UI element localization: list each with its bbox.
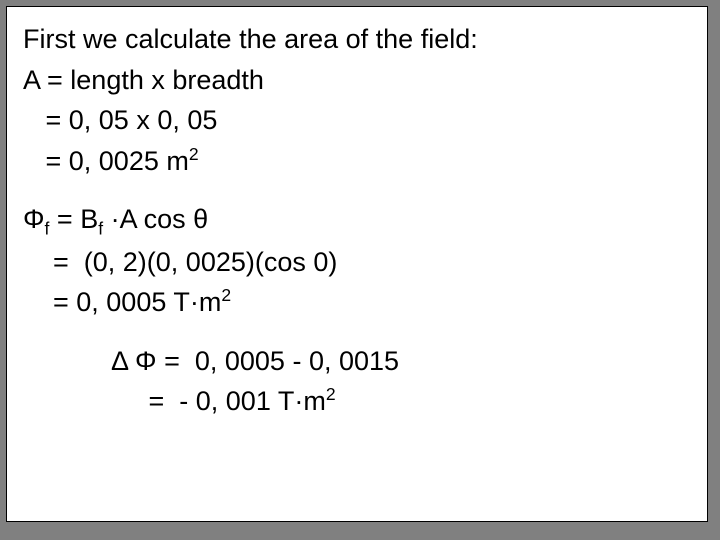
line-delta: Δ Φ = 0, 0005 - 0, 0015 [23, 341, 691, 382]
flux-mid: = B [49, 204, 98, 234]
calculation-panel: First we calculate the area of the field… [6, 6, 708, 522]
flux-sym: Φ [23, 204, 45, 234]
gap-2 [23, 323, 691, 341]
flux-result-text: = 0, 0005 T·m [23, 287, 221, 317]
flux-result-sup: 2 [221, 285, 231, 305]
line-flux-sub: = (0, 2)(0, 0025)(cos 0) [23, 242, 691, 283]
line-area-result: = 0, 0025 m2 [23, 141, 691, 182]
line-delta-result: = - 0, 001 T·m2 [23, 381, 691, 422]
line-intro: First we calculate the area of the field… [23, 19, 691, 60]
line-flux-result: = 0, 0005 T·m2 [23, 282, 691, 323]
flux-post: ·A cos θ [103, 204, 208, 234]
area-result-sup: 2 [189, 144, 199, 164]
delta-result-text: = - 0, 001 T·m [111, 386, 326, 416]
line-area-sub: = 0, 05 x 0, 05 [23, 100, 691, 141]
area-result-text: = 0, 0025 m [23, 146, 189, 176]
delta-result-sup: 2 [326, 384, 336, 404]
line-flux-formula: Φf = Bf ·A cos θ [23, 199, 691, 242]
line-area-formula: A = length x breadth [23, 60, 691, 101]
gap-1 [23, 181, 691, 199]
